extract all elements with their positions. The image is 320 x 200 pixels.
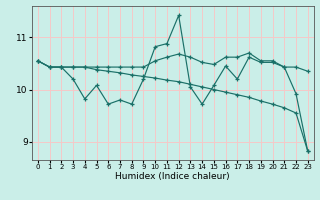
- X-axis label: Humidex (Indice chaleur): Humidex (Indice chaleur): [116, 172, 230, 181]
